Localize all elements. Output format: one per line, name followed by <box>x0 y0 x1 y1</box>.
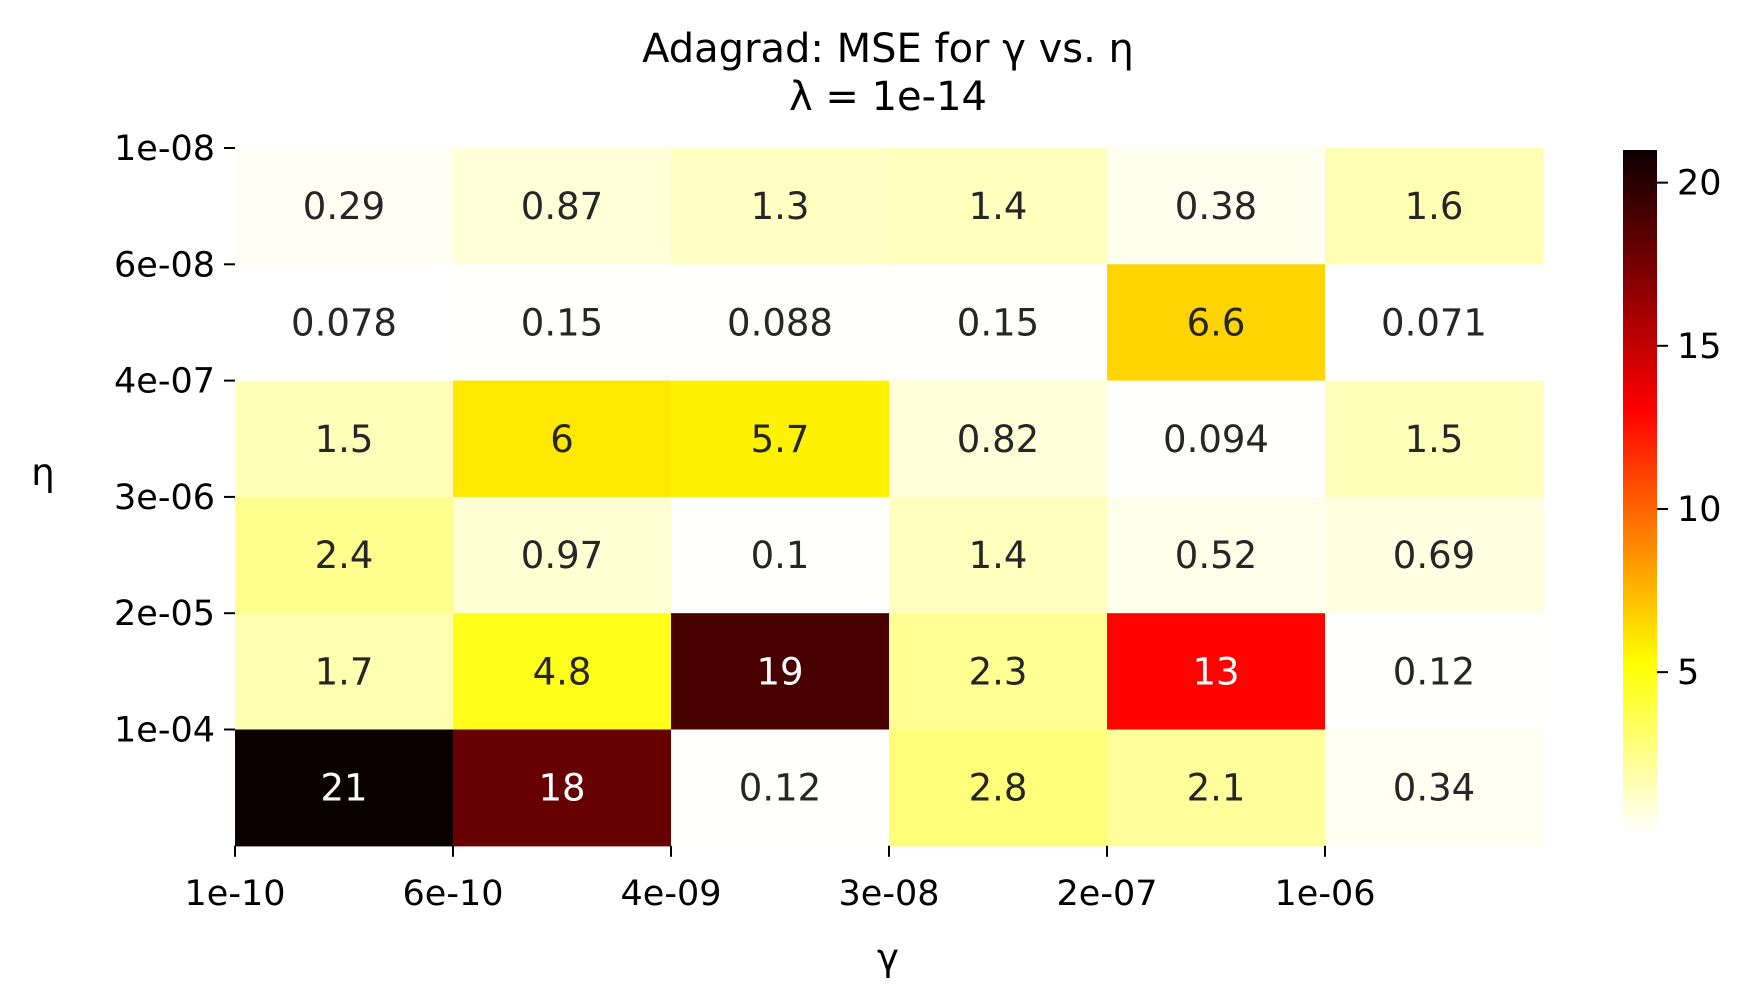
heatmap-cells: 0.29 0.87 1.3 1.4 0.38 1.6 0.078 0.15 0.088 0.15 6… <box>235 148 1544 847</box>
x-tick-label: 6e-10 <box>403 874 504 914</box>
cell-value-label: 1.5 <box>1405 418 1464 461</box>
heatmap-cell <box>889 729 1108 847</box>
heatmap-cell <box>1107 613 1326 731</box>
y-tick-label: 1e-04 <box>114 711 215 751</box>
heatmap-cell <box>1107 148 1326 265</box>
heatmap-cell <box>671 148 890 265</box>
heatmap-cell <box>453 148 672 265</box>
cell-value-label: 0.15 <box>521 301 603 344</box>
x-axis-ticks: 1e-10 6e-10 4e-09 3e-08 2e-07 1e-06 <box>185 845 1376 914</box>
cell-value-label: 6.6 <box>1187 301 1246 344</box>
colorbar-tick-label: 10 <box>1677 490 1722 530</box>
cell-value-label: 21 <box>320 767 367 810</box>
heatmap-cell <box>889 264 1108 382</box>
cell-value-label: 0.12 <box>1393 650 1475 693</box>
heatmap-cell <box>889 613 1108 731</box>
cell-value-label: 0.82 <box>957 418 1039 461</box>
y-tick-label: 6e-08 <box>114 245 215 285</box>
cell-value-label: 0.87 <box>521 185 603 228</box>
heatmap-cell <box>453 380 672 498</box>
x-tick-label: 2e-07 <box>1057 874 1158 914</box>
heatmap-cell <box>235 496 454 614</box>
heatmap-cell <box>235 729 454 847</box>
cell-value-label: 0.078 <box>291 301 397 344</box>
x-tick-label: 3e-08 <box>839 874 940 914</box>
colorbar-tick-label: 20 <box>1677 164 1722 204</box>
cell-value-label: 2.3 <box>969 650 1028 693</box>
cell-value-label: 0.12 <box>739 767 821 810</box>
colorbar-tick-label: 5 <box>1677 653 1699 693</box>
colorbar-ticks: 5 10 15 20 <box>1657 164 1722 693</box>
heatmap-cell <box>453 613 672 731</box>
y-tick-label: 2e-05 <box>114 594 215 634</box>
cell-value-label: 0.1 <box>751 534 810 577</box>
heatmap-cell <box>671 380 890 498</box>
cell-value-label: 18 <box>538 767 585 810</box>
heatmap-cell <box>1325 613 1544 731</box>
chart-subtitle: λ = 1e-14 <box>789 74 987 120</box>
cell-value-label: 13 <box>1192 650 1239 693</box>
cell-value-label: 4.8 <box>533 650 592 693</box>
cell-value-label: 19 <box>756 650 803 693</box>
y-tick-label: 3e-06 <box>114 478 215 518</box>
heatmap-cell <box>671 496 890 614</box>
heatmap-cell <box>453 729 672 847</box>
cell-value-label: 0.071 <box>1381 301 1487 344</box>
colorbar <box>1623 150 1657 833</box>
heatmap-cell <box>235 264 454 382</box>
cell-value-label: 6 <box>550 418 574 461</box>
cell-value-label: 2.4 <box>315 534 374 577</box>
x-tick-label: 1e-06 <box>1275 874 1376 914</box>
cell-value-label: 0.15 <box>957 301 1039 344</box>
cell-value-label: 1.6 <box>1405 185 1464 228</box>
cell-value-label: 0.97 <box>521 534 603 577</box>
x-axis-label: γ <box>877 936 899 979</box>
heatmap-cell <box>671 613 890 731</box>
heatmap-cell <box>1325 264 1544 382</box>
cell-value-label: 1.4 <box>969 185 1028 228</box>
x-tick-label: 1e-10 <box>185 874 286 914</box>
heatmap-cell <box>1325 729 1544 847</box>
y-axis-ticks: 1e-08 6e-08 4e-07 3e-06 2e-05 1e-04 <box>114 129 235 751</box>
heatmap-cell <box>889 148 1108 265</box>
cell-value-label: 1.7 <box>315 650 374 693</box>
cell-value-label: 2.8 <box>969 767 1028 810</box>
y-tick-label: 1e-08 <box>114 129 215 169</box>
heatmap-cell <box>235 380 454 498</box>
colorbar-tick-label: 15 <box>1677 327 1722 367</box>
cell-value-label: 0.69 <box>1393 534 1475 577</box>
heatmap-cell <box>889 380 1108 498</box>
x-tick-label: 4e-09 <box>621 874 722 914</box>
heatmap-cell <box>453 496 672 614</box>
heatmap-cell <box>1107 264 1326 382</box>
cell-value-label: 5.7 <box>751 418 810 461</box>
heatmap-cell <box>453 264 672 382</box>
heatmap-cell <box>235 613 454 731</box>
cell-value-label: 0.094 <box>1163 418 1269 461</box>
chart-title: Adagrad: MSE for γ vs. η <box>642 26 1134 72</box>
heatmap-cell <box>1107 729 1326 847</box>
heatmap-cell <box>671 729 890 847</box>
cell-value-label: 0.52 <box>1175 534 1257 577</box>
heatmap-cell <box>1107 380 1326 498</box>
cell-value-label: 1.5 <box>315 418 374 461</box>
heatmap-cell <box>1107 496 1326 614</box>
y-tick-label: 4e-07 <box>114 362 215 402</box>
heatmap-cell <box>671 264 890 382</box>
cell-value-label: 0.38 <box>1175 185 1257 228</box>
cell-value-label: 2.1 <box>1187 767 1246 810</box>
heatmap-cell <box>889 496 1108 614</box>
y-axis-label: η <box>31 451 54 494</box>
cell-value-label: 0.088 <box>727 301 833 344</box>
heatmap-cell <box>1325 496 1544 614</box>
cell-value-label: 1.4 <box>969 534 1028 577</box>
heatmap-cell <box>235 148 454 265</box>
heatmap-cell <box>1325 380 1544 498</box>
cell-value-label: 1.3 <box>751 185 810 228</box>
heatmap-cell <box>1325 148 1544 265</box>
cell-value-label: 0.34 <box>1393 767 1475 810</box>
cell-value-label: 0.29 <box>303 185 385 228</box>
